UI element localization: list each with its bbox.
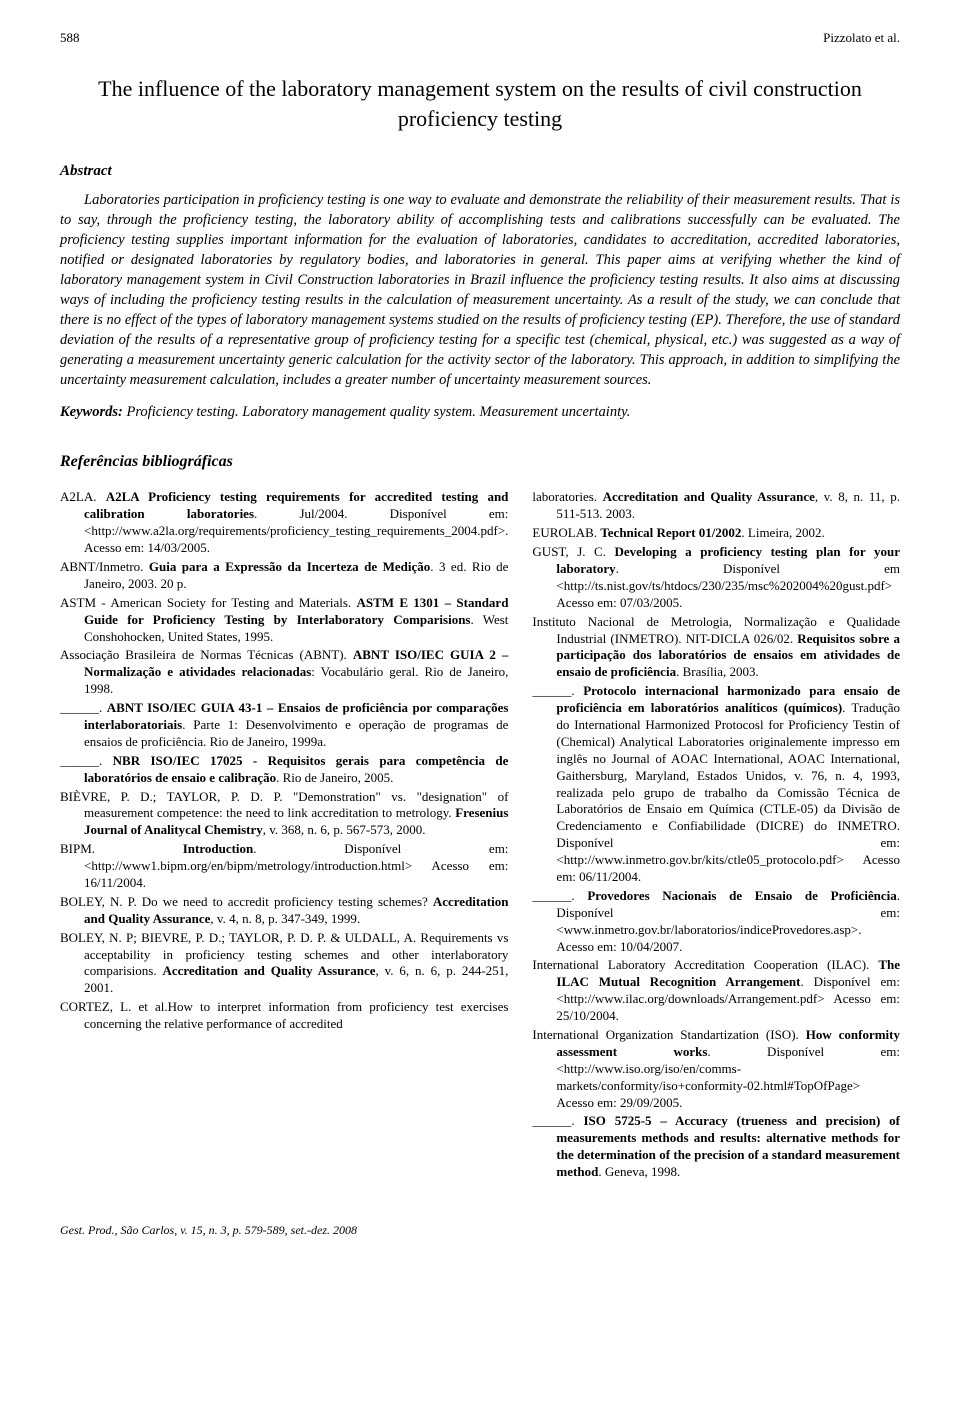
- reference-entry: GUST, J. C. Developing a proficiency tes…: [532, 544, 900, 612]
- keywords-text: Proficiency testing. Laboratory manageme…: [126, 404, 630, 420]
- reference-entry: ABNT/Inmetro. Guia para a Expressão da I…: [60, 559, 508, 593]
- article-title: The influence of the laboratory manageme…: [60, 74, 900, 133]
- reference-entry: A2LA. A2LA Proficiency testing requireme…: [60, 489, 508, 557]
- reference-entry: Associação Brasileira de Normas Técnicas…: [60, 647, 508, 698]
- abstract-heading: Abstract: [60, 163, 900, 180]
- reference-entry: ______. Provedores Nacionais de Ensaio d…: [532, 888, 900, 956]
- references-left-column: A2LA. A2LA Proficiency testing requireme…: [60, 489, 508, 1183]
- references-right-column: laboratories. Accreditation and Quality …: [532, 489, 900, 1183]
- reference-entry: International Laboratory Accreditation C…: [532, 957, 900, 1025]
- abstract-text: Laboratories participation in proficienc…: [60, 190, 900, 390]
- reference-entry: ______. ABNT ISO/IEC GUIA 43-1 – Ensaios…: [60, 700, 508, 751]
- reference-entry: BIÈVRE, P. D.; TAYLOR, P. D. P. "Demonst…: [60, 789, 508, 840]
- reference-entry: BOLEY, N. P; BIEVRE, P. D.; TAYLOR, P. D…: [60, 930, 508, 998]
- reference-entry: BOLEY, N. P. Do we need to accredit prof…: [60, 894, 508, 928]
- reference-entry: ASTM - American Society for Testing and …: [60, 595, 508, 646]
- keywords-line: Keywords: Proficiency testing. Laborator…: [60, 404, 900, 421]
- reference-entry: laboratories. Accreditation and Quality …: [532, 489, 900, 523]
- page-number: 588: [60, 30, 80, 46]
- reference-entry: CORTEZ, L. et al.How to interpret inform…: [60, 999, 508, 1033]
- reference-entry: ______. Protocolo internacional harmoniz…: [532, 683, 900, 886]
- author-header: Pizzolato et al.: [823, 30, 900, 46]
- reference-entry: ______. ISO 5725-5 – Accuracy (trueness …: [532, 1113, 900, 1181]
- footer-citation: Gest. Prod., São Carlos, v. 15, n. 3, p.…: [60, 1223, 900, 1238]
- reference-entry: BIPM. Introduction. Disponível em: <http…: [60, 841, 508, 892]
- reference-entry: ______. NBR ISO/IEC 17025 - Requisitos g…: [60, 753, 508, 787]
- references-heading: Referências bibliográficas: [60, 453, 900, 471]
- keywords-label: Keywords:: [60, 404, 123, 420]
- abstract-section: Abstract Laboratories participation in p…: [60, 163, 900, 390]
- reference-entry: EUROLAB. Technical Report 01/2002. Limei…: [532, 525, 900, 542]
- running-header: 588 Pizzolato et al.: [60, 30, 900, 46]
- reference-entry: Instituto Nacional de Metrologia, Normal…: [532, 614, 900, 682]
- references-container: A2LA. A2LA Proficiency testing requireme…: [60, 489, 900, 1183]
- reference-entry: International Organization Standartizati…: [532, 1027, 900, 1111]
